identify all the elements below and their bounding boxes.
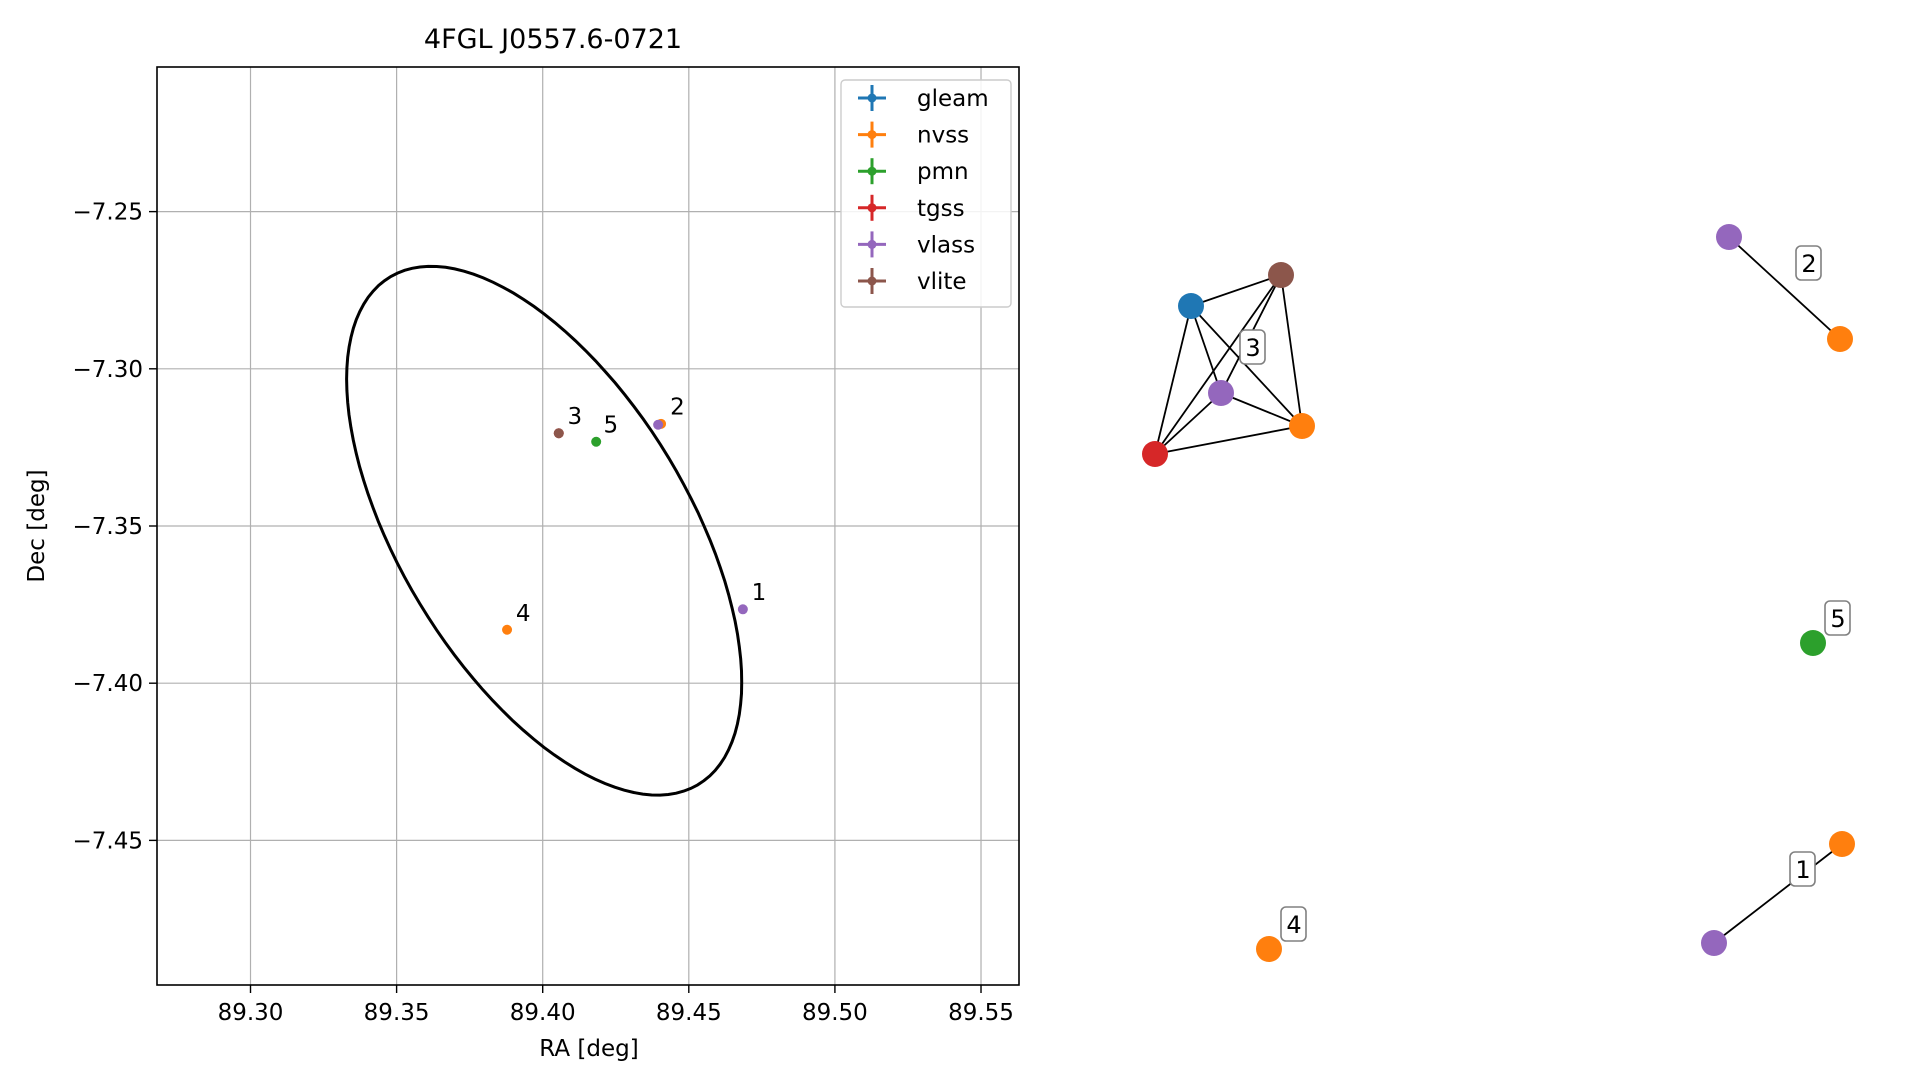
group-label-5: 5: [1830, 605, 1845, 633]
y-tick-label: −7.40: [73, 671, 143, 697]
group-label-3-box: [1239, 329, 1266, 365]
point-labels-layer: 1 2 3 5 4: [516, 394, 766, 627]
node-group2-vlass: [1716, 224, 1742, 250]
node-group3-vlass: [1208, 380, 1234, 406]
legend-item-nvss: nvss: [858, 121, 969, 149]
node-group4-nvss: [1256, 936, 1282, 962]
node-group1-nvss: [1829, 831, 1855, 857]
legend-label: vlite: [917, 269, 967, 295]
edge-vlass-tgss: [1154, 392, 1222, 455]
legend-label: tgss: [917, 196, 965, 222]
legend-label: pmn: [917, 159, 969, 185]
y-tick-label: −7.35: [73, 514, 143, 540]
legend-marker-dot: [867, 276, 877, 286]
node-group3-nvss: [1289, 413, 1315, 439]
ticks-layer: 89.30 89.35 89.40 89.45 89.50 89.55 −7.25 −7.30…: [73, 200, 1014, 1026]
point-label: 3: [568, 404, 583, 430]
edge-group2: [1728, 236, 1841, 340]
x-tick-label: 89.45: [656, 1000, 722, 1026]
node-group3-gleam: [1178, 293, 1204, 319]
node-group2-nvss: [1827, 326, 1853, 352]
edge-nvss-tgss: [1154, 425, 1303, 455]
legend-item-pmn: pmn: [858, 158, 969, 185]
legend-marker-dot: [867, 239, 877, 249]
legend-marker-dot: [867, 203, 877, 213]
point-vlass: [737, 604, 748, 615]
x-tick-label: 89.55: [948, 1000, 1014, 1026]
points-layer: [502, 418, 748, 635]
group-label-3: 3: [1245, 334, 1260, 362]
legend-label: nvss: [917, 123, 969, 149]
node-group1-vlass: [1701, 930, 1727, 956]
network-panel: 3 2 5 4 1: [1142, 224, 1855, 962]
group-label-2-box: [1795, 245, 1822, 281]
edge-gleam-nvss: [1190, 305, 1303, 427]
network-edges: [1154, 236, 1843, 944]
legend-item-vlass: vlass: [858, 231, 975, 258]
point-vlass: [653, 419, 664, 430]
edge-gleam-vlass: [1190, 305, 1222, 394]
x-tick-label: 89.35: [364, 1000, 430, 1026]
edge-gleam-tgss: [1154, 305, 1192, 455]
point-label: 5: [603, 413, 618, 439]
legend-box: [840, 79, 1012, 308]
point-label: 4: [516, 601, 531, 627]
node-group5-pmn: [1800, 630, 1826, 656]
legend-marker-dot: [867, 130, 877, 140]
edge-vlite-tgss: [1154, 274, 1282, 455]
legend-marker-dot: [867, 93, 877, 103]
legend-label: vlass: [917, 232, 975, 258]
y-tick-label: −7.45: [73, 828, 143, 854]
y-axis-label: Dec [deg]: [24, 469, 50, 582]
scatter-panel: 4FGL J0557.6-0721 123 54 89.30 89.35 89.40 8…: [24, 24, 1020, 1062]
legend-item-tgss: tgss: [858, 194, 965, 222]
edge-vlass-nvss: [1220, 392, 1303, 427]
y-tick-label: −7.30: [73, 357, 143, 383]
legend-item-gleam: gleam: [858, 85, 989, 112]
x-tick-label: 89.30: [218, 1000, 284, 1026]
legend-item-vlite: vlite: [858, 268, 967, 295]
x-tick-label: 89.50: [802, 1000, 868, 1026]
group-label-1-box: [1789, 851, 1816, 887]
x-tick-label: 89.40: [510, 1000, 576, 1026]
group-label-4-box: [1280, 906, 1307, 942]
chart-title: 4FGL J0557.6-0721: [424, 24, 682, 55]
group-label-4: 4: [1286, 911, 1301, 939]
x-axis-label: RA [deg]: [539, 1036, 638, 1062]
point-pmn: [591, 436, 602, 447]
y-tick-label: −7.25: [73, 200, 143, 226]
group-label-1: 1: [1795, 856, 1810, 884]
edge-gleam-vlite: [1190, 274, 1282, 307]
point-nvss: [502, 624, 513, 635]
point-vlite: [553, 428, 564, 439]
legend: gleam nvss pmn tgss vlass vlite: [840, 79, 1012, 308]
node-group3-tgss: [1142, 441, 1168, 467]
node-group3-vlite: [1268, 262, 1294, 288]
group-labels: 3 2 5 4 1: [1245, 250, 1845, 939]
edge-vlite-nvss: [1280, 274, 1303, 427]
legend-items: gleam nvss pmn tgss vlass vlite: [858, 85, 989, 295]
point-label: 2: [670, 394, 685, 420]
group-label-boxes: [1239, 245, 1851, 942]
error-ellipse-layer: [345, 264, 744, 797]
group-label-5-box: [1824, 600, 1851, 636]
group-label-2: 2: [1801, 250, 1816, 278]
error-ellipse: [345, 264, 744, 797]
legend-marker-dot: [867, 166, 877, 176]
network-nodes: [1142, 224, 1855, 962]
edge-group1: [1713, 843, 1843, 944]
legend-label: gleam: [917, 86, 989, 112]
point-label: 1: [752, 580, 767, 606]
